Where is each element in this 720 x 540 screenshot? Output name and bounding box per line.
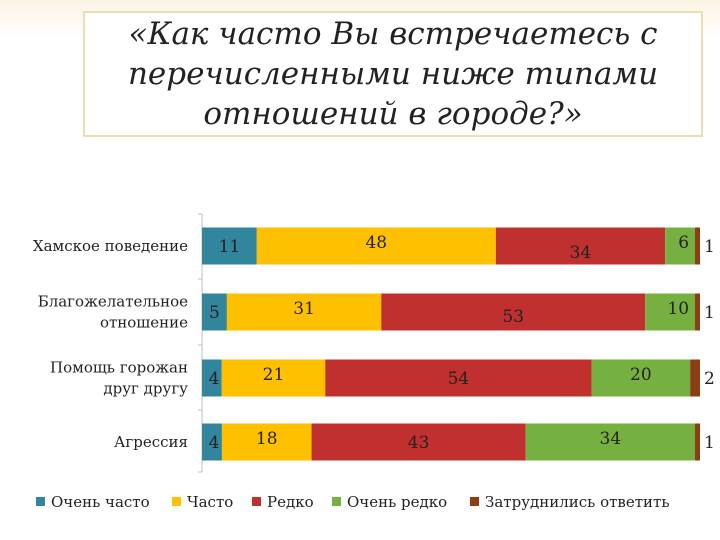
- bar-segment: [695, 423, 700, 461]
- data-label: 2: [704, 369, 715, 389]
- legend-label: Затруднились ответить: [485, 493, 670, 511]
- category-label: Хамское поведение: [33, 237, 188, 255]
- data-label: 34: [600, 429, 622, 449]
- legend-label: Редко: [267, 493, 314, 511]
- bar-segment: [221, 359, 326, 397]
- bar-segment: [202, 423, 222, 461]
- data-label: 1: [704, 303, 715, 323]
- data-label: 6: [678, 233, 689, 253]
- bar-segment: [525, 423, 696, 461]
- legend-swatch: [470, 497, 479, 506]
- bar-segment: [695, 293, 700, 331]
- data-label: 11: [219, 237, 241, 257]
- data-label: 4: [209, 433, 220, 453]
- data-label: 31: [293, 299, 315, 319]
- data-label: 5: [209, 303, 220, 323]
- bar-segment: [256, 227, 496, 265]
- bar-segment: [311, 423, 526, 461]
- title-box: «Как часто Вы встречаетесь с перечисленн…: [83, 11, 703, 137]
- bar-segment: [695, 227, 700, 265]
- bar-segment: [591, 359, 691, 397]
- chart-title: «Как часто Вы встречаетесь с перечисленн…: [127, 16, 659, 132]
- legend-label: Очень редко: [347, 493, 447, 511]
- data-label: 43: [408, 433, 430, 453]
- data-label: 4: [209, 369, 220, 389]
- legend-label: Часто: [187, 493, 233, 511]
- bar-segment: [495, 227, 666, 265]
- data-label: 1: [704, 237, 715, 257]
- data-label: 53: [502, 307, 524, 327]
- data-label: 18: [256, 429, 278, 449]
- category-label: Агрессия: [114, 433, 188, 451]
- data-label: 10: [667, 299, 689, 319]
- bar-segment: [221, 423, 312, 461]
- data-label: 1: [704, 433, 715, 453]
- bar-segment: [202, 227, 257, 265]
- legend-swatch: [36, 497, 45, 506]
- bar-segment: [226, 293, 382, 331]
- data-label: 20: [630, 365, 652, 385]
- bar-segment: [645, 293, 696, 331]
- data-label: 21: [263, 365, 285, 385]
- bar-segment: [690, 359, 700, 397]
- bar-segment: [202, 359, 222, 397]
- legend-swatch: [172, 497, 181, 506]
- data-label: 54: [448, 369, 470, 389]
- bar-segment: [381, 293, 646, 331]
- legend-swatch: [252, 497, 261, 506]
- legend-label: Очень часто: [51, 493, 150, 511]
- data-label: 48: [365, 233, 387, 253]
- category-label: Благожелательное отношение: [38, 293, 188, 332]
- category-label: Помощь горожан друг другу: [50, 359, 188, 398]
- legend-swatch: [332, 497, 341, 506]
- bar-segment: [665, 227, 696, 265]
- bar-segment: [325, 359, 592, 397]
- data-label: 34: [570, 243, 592, 263]
- bar-segment: [202, 293, 227, 331]
